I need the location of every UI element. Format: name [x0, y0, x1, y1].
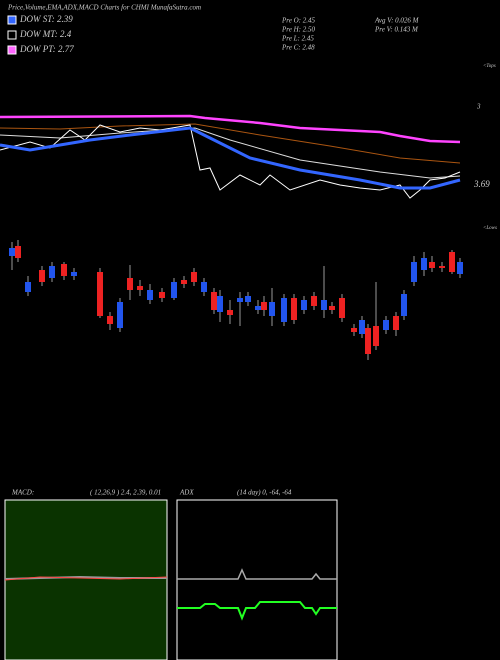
- chart-title: Price,Volume,EMA,ADX,MACD Charts for CHM…: [7, 4, 201, 12]
- candle-body: [393, 316, 399, 330]
- legend-label: DOW PT: 2.77: [19, 44, 74, 54]
- level-label: 3: [476, 103, 481, 111]
- ema-line: [0, 126, 461, 190]
- candle-body: [311, 296, 317, 306]
- adx-panel: [176, 499, 338, 660]
- macd-label: MACD:: [11, 489, 34, 497]
- candle-body: [329, 306, 335, 310]
- candle-body: [227, 310, 233, 315]
- candle-body: [401, 294, 407, 316]
- pre-open: Pre O: 2.45: [281, 17, 315, 25]
- candle-body: [421, 258, 427, 270]
- pre-high: Pre H: 2.50: [281, 26, 315, 34]
- candle-body: [107, 316, 113, 324]
- candle-body: [457, 262, 463, 274]
- tops-label: <Tops: [483, 64, 496, 69]
- candle-body: [15, 246, 21, 258]
- candle-body: [365, 328, 371, 354]
- legend-label: DOW ST: 2.39: [19, 14, 73, 24]
- candle-body: [439, 266, 445, 268]
- candle-body: [237, 298, 243, 302]
- candle-body: [281, 298, 287, 322]
- legend: DOW ST: 2.39 DOW MT: 2.4 DOW PT: 2.77: [7, 14, 74, 55]
- candle-body: [449, 252, 455, 272]
- candle-body: [261, 302, 267, 310]
- adx-params: (14 day) 0, -64, -64: [237, 489, 292, 497]
- candle-body: [411, 262, 417, 282]
- candle-body: [321, 300, 327, 310]
- lows-label: <Lows: [483, 226, 497, 231]
- candle-body: [301, 300, 307, 310]
- candle-body: [61, 264, 67, 276]
- legend-swatch: [7, 45, 17, 55]
- ema-line: [0, 114, 461, 144]
- candle-body: [39, 270, 45, 282]
- candle-body: [429, 262, 435, 268]
- candle-body: [137, 286, 143, 290]
- candle-body: [9, 248, 15, 256]
- pre-volume: Pre V: 0.143 M: [374, 26, 419, 34]
- candle-body: [255, 306, 261, 310]
- candle-body: [269, 302, 275, 316]
- candle-body: [159, 292, 165, 298]
- candle-body: [191, 272, 197, 282]
- level-label: 3.69: [473, 179, 490, 189]
- candle-body: [171, 282, 177, 298]
- pre-low: Pre L: 2.45: [281, 35, 314, 43]
- candle-body: [383, 320, 389, 330]
- adx-line: [177, 568, 337, 580]
- candle-body: [373, 326, 379, 346]
- price-line: [0, 124, 461, 199]
- candle-body: [71, 272, 77, 276]
- adx-label: ADX: [179, 489, 194, 497]
- pre-close: Pre C: 2.48: [281, 44, 315, 52]
- candle-body: [245, 296, 251, 302]
- candle-body: [97, 272, 103, 316]
- candle-body: [117, 302, 123, 328]
- macd-params: ( 12,26,9 ) 2.4, 2.39, 0.01: [90, 489, 161, 497]
- ema-line: [0, 123, 461, 164]
- candle-body: [351, 328, 357, 332]
- candles: [9, 240, 463, 360]
- candle-body: [217, 296, 223, 312]
- legend-swatch: [7, 30, 17, 40]
- avg-volume: Avg V: 0.026 M: [374, 17, 420, 25]
- candle-body: [201, 282, 207, 292]
- di-line: [177, 601, 337, 621]
- macd-panel: [4, 499, 168, 660]
- candle-body: [181, 280, 187, 284]
- candle-body: [339, 298, 345, 318]
- candle-body: [147, 290, 153, 300]
- candle-body: [359, 320, 365, 334]
- legend-label: DOW MT: 2.4: [19, 29, 72, 39]
- candle-body: [25, 282, 31, 292]
- candle-body: [127, 278, 133, 290]
- candle-body: [211, 292, 217, 310]
- legend-swatch: [7, 15, 17, 25]
- candle-body: [291, 298, 297, 320]
- signal-line: [4, 576, 168, 581]
- candle-body: [49, 266, 55, 278]
